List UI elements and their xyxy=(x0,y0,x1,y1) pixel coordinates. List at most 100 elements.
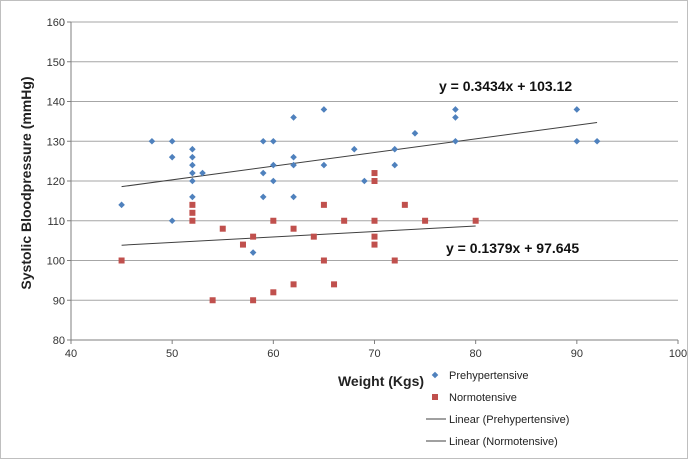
point-normotensive xyxy=(209,297,216,304)
point-prehypertensive xyxy=(259,169,267,177)
point-normotensive xyxy=(371,241,378,248)
point-prehypertensive xyxy=(290,114,297,121)
point-prehypertensive xyxy=(168,217,176,225)
point-normotensive xyxy=(391,257,398,264)
x-tick-label: 100 xyxy=(669,348,687,360)
point-normotensive xyxy=(371,170,378,177)
legend-label: Normotensive xyxy=(449,392,517,404)
x-tick-label: 60 xyxy=(267,348,279,360)
y-tick-label: 120 xyxy=(47,176,65,188)
x-axis-title: Weight (Kgs) xyxy=(338,373,424,389)
point-normotensive xyxy=(189,201,196,208)
point-normotensive xyxy=(371,217,378,224)
point-prehypertensive xyxy=(573,137,581,145)
trendline-equation: y = 0.3434x + 103.12 xyxy=(439,78,572,94)
y-tick-label: 140 xyxy=(47,97,65,109)
point-normotensive xyxy=(320,201,327,208)
legend-marker xyxy=(432,394,438,400)
x-tick-label: 70 xyxy=(368,348,380,360)
x-tick-label: 90 xyxy=(571,348,583,360)
axes xyxy=(67,21,679,344)
point-normotensive xyxy=(118,257,125,264)
point-prehypertensive xyxy=(411,130,419,137)
x-tick-label: 80 xyxy=(470,348,482,360)
point-prehypertensive xyxy=(189,177,196,185)
legend-label: Prehypertensive xyxy=(449,370,529,382)
point-normotensive xyxy=(270,289,277,296)
point-prehypertensive xyxy=(452,106,459,113)
point-normotensive xyxy=(250,297,257,304)
y-tick-label: 90 xyxy=(53,295,65,307)
point-normotensive xyxy=(290,225,297,232)
point-prehypertensive xyxy=(361,177,368,185)
point-normotensive xyxy=(331,281,338,288)
point-normotensive xyxy=(310,233,317,240)
point-prehypertensive xyxy=(189,153,196,161)
point-prehypertensive xyxy=(270,177,277,185)
point-prehypertensive xyxy=(270,161,277,169)
point-prehypertensive xyxy=(270,137,277,145)
point-normotensive xyxy=(250,233,257,240)
point-prehypertensive xyxy=(249,249,257,256)
point-normotensive xyxy=(341,217,348,224)
legend-label: Linear (Prehypertensive) xyxy=(449,414,569,426)
point-prehypertensive xyxy=(189,193,196,201)
trendline-equation: y = 0.1379x + 97.645 xyxy=(446,240,579,256)
point-normotensive xyxy=(371,178,378,184)
tick-labels: 80 90 100 110 120 130 140 150 160 40 50 60 70 80 90 100 xyxy=(47,17,687,360)
legend-marker xyxy=(431,371,439,379)
y-tick-label: 110 xyxy=(47,216,65,228)
point-prehypertensive xyxy=(593,137,601,145)
point-normotensive xyxy=(320,257,327,264)
trendline-prehypertensive xyxy=(121,122,598,188)
point-prehypertensive xyxy=(452,137,459,145)
point-prehypertensive xyxy=(189,145,196,153)
point-normotensive xyxy=(189,209,196,216)
x-tick-label: 40 xyxy=(65,348,77,360)
point-prehypertensive xyxy=(391,161,399,169)
point-normotensive xyxy=(290,281,297,288)
gridlines xyxy=(71,21,678,301)
point-normotensive xyxy=(189,217,196,224)
y-tick-label: 150 xyxy=(47,57,65,69)
point-prehypertensive xyxy=(290,193,297,201)
point-prehypertensive xyxy=(259,137,267,145)
y-tick-label: 100 xyxy=(47,256,65,268)
point-prehypertensive xyxy=(320,106,328,113)
y-tick-label: 160 xyxy=(47,17,65,29)
point-prehypertensive xyxy=(168,153,176,161)
point-prehypertensive xyxy=(118,201,125,209)
y-tick-label: 130 xyxy=(47,136,65,148)
point-prehypertensive xyxy=(259,193,267,201)
point-prehypertensive xyxy=(189,161,196,169)
point-normotensive xyxy=(371,233,378,240)
point-prehypertensive xyxy=(452,114,459,121)
point-normotensive xyxy=(239,241,246,248)
y-axis-title: Systolic Bloodpressure (mmHg) xyxy=(18,76,34,289)
point-prehypertensive xyxy=(350,145,358,153)
point-prehypertensive xyxy=(148,137,156,145)
legend: Prehypertensive Normotensive Linear (Prehy… xyxy=(426,370,569,448)
point-normotensive xyxy=(472,217,479,224)
point-normotensive xyxy=(219,225,226,232)
trendlines xyxy=(121,122,598,246)
point-prehypertensive xyxy=(199,169,206,177)
data-points xyxy=(118,106,601,304)
point-prehypertensive xyxy=(320,161,328,169)
legend-label: Linear (Normotensive) xyxy=(449,436,558,448)
point-normotensive xyxy=(401,201,408,208)
point-prehypertensive xyxy=(290,153,297,161)
point-prehypertensive xyxy=(168,137,176,145)
point-prehypertensive xyxy=(189,169,196,177)
point-normotensive xyxy=(270,217,277,224)
point-prehypertensive xyxy=(391,145,399,153)
point-normotensive xyxy=(422,217,429,224)
point-prehypertensive xyxy=(290,161,297,169)
point-prehypertensive xyxy=(573,106,581,113)
x-tick-label: 50 xyxy=(166,348,178,360)
trendline-equations: y = 0.3434x + 103.12 y = 0.1379x + 97.645 xyxy=(439,78,579,256)
y-tick-label: 80 xyxy=(53,335,65,347)
trendline-normotensive xyxy=(121,225,476,246)
